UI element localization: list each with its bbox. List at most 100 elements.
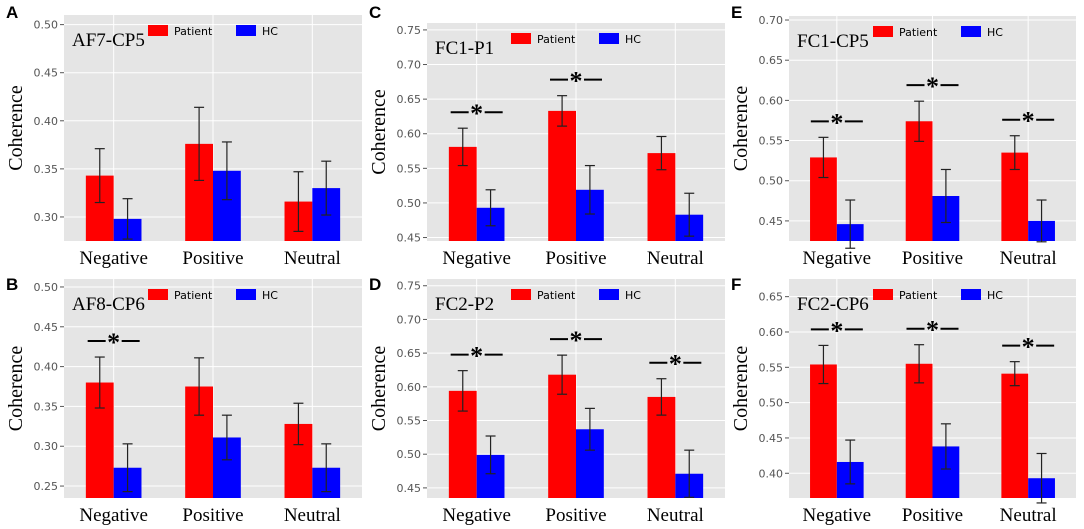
y-tick-label: 0.75 — [397, 24, 422, 37]
y-tick-label: 0.35 — [34, 400, 59, 413]
y-tick-label: 0.70 — [759, 14, 784, 27]
y-tick-label: 0.40 — [759, 467, 784, 480]
panel-letter: C — [369, 3, 381, 22]
error-bar — [122, 443, 133, 493]
error-bar — [557, 95, 568, 127]
error-bar — [845, 439, 856, 485]
y-tick-label: 0.70 — [397, 59, 422, 72]
y-tick-label: 0.55 — [759, 361, 784, 374]
legend-hc-label: HC — [262, 25, 278, 38]
legend-hc-label: HC — [987, 26, 1003, 39]
significance-star: * — [470, 99, 483, 128]
legend-patient-swatch — [148, 289, 168, 300]
significance-marker: * — [810, 108, 863, 137]
y-tick-label: 0.25 — [34, 480, 59, 493]
legend-patient-label: Patient — [174, 25, 213, 38]
panel-letter: B — [6, 275, 18, 294]
legend-hc-swatch — [961, 26, 981, 37]
bar-patient-positive — [905, 363, 933, 498]
significance-marker: * — [810, 316, 863, 345]
y-tick-label: 0.45 — [397, 232, 422, 245]
error-bar — [584, 407, 595, 451]
legend: Patient HC — [873, 26, 1003, 39]
y-tick-label: 0.70 — [397, 313, 422, 326]
legend-hc-label: HC — [625, 33, 641, 46]
y-tick-label: 0.50 — [397, 448, 422, 461]
legend-patient-label: Patient — [899, 26, 938, 39]
legend: Patient HC — [148, 25, 278, 38]
y-tick-label: 0.50 — [759, 175, 784, 188]
legend-patient-label: Patient — [174, 289, 213, 302]
significance-star: * — [669, 350, 682, 379]
x-tick-label: Negative — [442, 505, 511, 526]
legend-hc-label: HC — [262, 289, 278, 302]
significance-star: * — [570, 67, 583, 96]
error-bar — [684, 449, 695, 498]
y-tick-label: 0.45 — [34, 321, 59, 334]
significance-marker: * — [450, 99, 503, 128]
error-bar — [656, 135, 667, 171]
legend-hc-swatch — [599, 33, 619, 44]
significance-star: * — [570, 326, 583, 355]
y-tick-label: 0.50 — [397, 197, 422, 210]
panel-letter: F — [731, 275, 741, 294]
x-tick-label: Negative — [803, 505, 872, 526]
error-bar — [684, 192, 695, 237]
legend-hc-swatch — [236, 289, 256, 300]
error-bar — [321, 443, 332, 493]
y-tick-label: 0.40 — [34, 115, 59, 128]
significance-star: * — [830, 108, 843, 137]
electrode-pair-title: FC1-CP5 — [797, 31, 869, 52]
legend-patient-label: Patient — [537, 289, 576, 302]
error-bar — [656, 378, 667, 416]
panel-letter: E — [731, 3, 742, 22]
panel-letter: D — [369, 275, 381, 294]
x-tick-label: Negative — [442, 248, 511, 269]
significance-marker: * — [1002, 333, 1055, 362]
legend-patient-label: Patient — [899, 289, 938, 302]
error-bar — [914, 344, 925, 384]
x-tick-label: Positive — [182, 505, 243, 526]
x-tick-label: Neutral — [284, 505, 341, 526]
error-bar — [194, 357, 205, 416]
x-tick-label: Neutral — [1000, 505, 1057, 526]
panel-f: F 0.40 0.45 0.50 0.55 0.60 0.65 * * * Negative Posi… — [730, 275, 1076, 526]
significance-star: * — [1022, 333, 1035, 362]
significance-star: * — [926, 316, 939, 345]
significance-marker: * — [450, 342, 503, 371]
significance-marker: * — [906, 72, 959, 101]
significance-marker: * — [87, 328, 140, 357]
error-bar — [818, 136, 829, 179]
panel-d: D 0.45 0.50 0.55 0.60 0.65 0.70 0.75 * * * Negative… — [368, 275, 725, 526]
significance-star: * — [107, 328, 120, 357]
significance-marker: * — [550, 67, 602, 96]
legend-hc-swatch — [236, 25, 256, 36]
legend-hc-swatch — [599, 289, 619, 300]
y-tick-label: 0.35 — [34, 163, 59, 176]
error-bar — [457, 127, 468, 167]
panel-c: C 0.45 0.50 0.55 0.60 0.65 0.70 0.75 * * Negative P… — [368, 3, 725, 269]
error-bar — [914, 100, 925, 142]
y-axis-label: Coherence — [5, 85, 27, 171]
y-axis-label: Coherence — [5, 346, 27, 432]
legend-patient-swatch — [148, 25, 168, 36]
y-tick-label: 0.55 — [397, 415, 422, 428]
error-bar — [1036, 199, 1047, 243]
y-tick-label: 0.45 — [397, 482, 422, 495]
error-bar — [940, 168, 951, 224]
y-tick-label: 0.60 — [759, 94, 784, 107]
x-tick-label: Positive — [545, 505, 606, 526]
y-tick-label: 0.45 — [34, 67, 59, 80]
error-bar — [457, 370, 468, 412]
x-tick-label: Positive — [902, 248, 963, 269]
y-tick-label: 0.65 — [397, 347, 422, 360]
x-tick-label: Negative — [803, 248, 872, 269]
legend: Patient HC — [148, 289, 278, 302]
legend: Patient HC — [511, 289, 641, 302]
x-tick-label: Positive — [902, 505, 963, 526]
significance-star: * — [926, 72, 939, 101]
y-tick-label: 0.45 — [759, 432, 784, 445]
significance-star: * — [470, 342, 483, 371]
electrode-pair-title: AF8-CP6 — [72, 294, 145, 315]
panel-a: A 0.30 0.35 0.40 0.45 0.50 Negative Positive Neu… — [5, 3, 362, 269]
